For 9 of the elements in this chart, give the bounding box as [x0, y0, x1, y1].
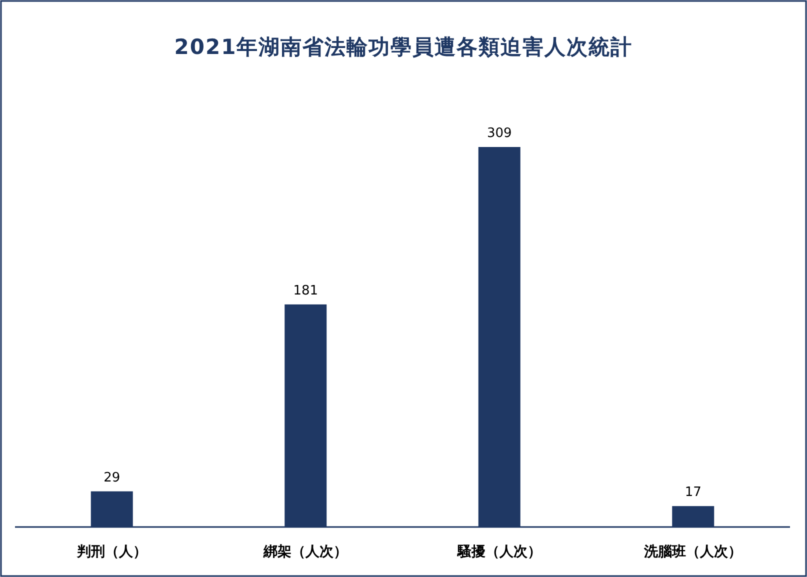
data-label: 309	[486, 126, 512, 141]
x-tick-label: 綁架（人次）	[262, 544, 348, 560]
x-tick-label: 判刑（人）	[76, 544, 147, 560]
data-label: 29	[104, 470, 120, 486]
data-label: 17	[684, 485, 702, 500]
x-tick-label: 騷擾（人次）	[456, 544, 542, 560]
data-label: 181	[293, 283, 318, 298]
x-tick-label: 洗腦班（人次）	[643, 544, 742, 560]
chart-title: 2021年湖南省法輪功學員遭各類迫害人次統計	[174, 35, 633, 59]
